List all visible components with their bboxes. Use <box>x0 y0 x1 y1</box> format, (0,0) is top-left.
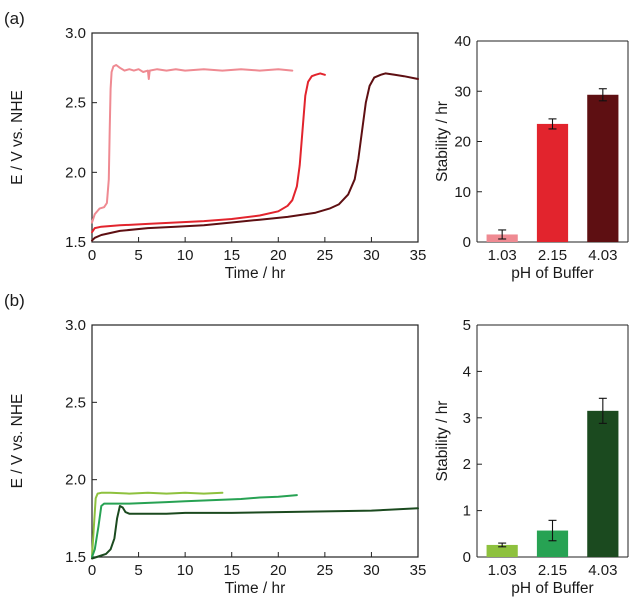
chart-3-x-tick-label: 15 <box>223 562 240 579</box>
chart-4-category-label: 2.15 <box>538 562 567 579</box>
chart-1-y-tick-label: 3.0 <box>65 25 86 42</box>
chart-3-y-tick-label: 3.0 <box>65 317 86 334</box>
chart-3-x-axis-title: Time / hr <box>225 580 286 597</box>
chart-1-x-tick-label: 20 <box>270 247 287 264</box>
chart-2-y-tick-label: 10 <box>454 184 471 201</box>
chart-3-x-tick-label: 0 <box>88 562 96 579</box>
chart-3-series-3-line <box>91 505 419 560</box>
chart-3-x-tick-label: 20 <box>270 562 287 579</box>
panel-label-b: (b) <box>4 291 25 310</box>
chart-3-series-2-line <box>91 494 298 558</box>
chart-1-x-tick-label: 0 <box>88 247 96 264</box>
chart-1-x-tick-label: 10 <box>177 247 194 264</box>
chart-3-plot-frame <box>91 324 419 558</box>
chart-1-plot-frame <box>91 32 419 243</box>
chart-2-category-label: 2.15 <box>538 247 567 264</box>
chart-1-series-2-line <box>91 72 326 234</box>
chart-3-x-tick-label: 30 <box>363 562 380 579</box>
chart-1-series-3-line <box>91 72 419 242</box>
chart-1-x-tick-label: 5 <box>134 247 142 264</box>
chart-3-y-tick-label: 1.5 <box>65 549 86 566</box>
chart-2-category-label: 4.03 <box>588 247 617 264</box>
chart-1-y-tick-label: 1.5 <box>65 234 86 251</box>
chart-2-y-tick-label: 0 <box>463 234 471 251</box>
chart-3-y-tick-label: 2.5 <box>65 394 86 411</box>
chart-1-x-tick-label: 30 <box>363 247 380 264</box>
chart-3-x-tick-label: 10 <box>177 562 194 579</box>
chart-2-x-axis-title: pH of Buffer <box>511 265 593 282</box>
chart-4-y-tick-label: 5 <box>463 317 471 334</box>
chart-1-series-1-line <box>91 64 294 224</box>
chart-4-y-tick-label: 4 <box>463 363 471 380</box>
chart-4-y-tick-label: 2 <box>463 456 471 473</box>
chart-4-category-label: 4.03 <box>588 562 617 579</box>
chart-4-category-label: 1.03 <box>488 562 517 579</box>
chart-3-y-tick-label: 2.0 <box>65 472 86 489</box>
chart-3-x-tick-label: 5 <box>134 562 142 579</box>
chart-1-x-tick-label: 25 <box>317 247 334 264</box>
chart-3-series-1-line <box>91 491 224 558</box>
chart-2-y-tick-label: 30 <box>454 83 471 100</box>
chart-1-x-tick-label: 15 <box>223 247 240 264</box>
chart-1-y-axis-title: E / V vs. NHE <box>9 90 26 185</box>
chart-2-bar-2.15 <box>536 123 569 242</box>
chart-2-y-tick-label: 40 <box>454 33 471 50</box>
chart-4-bar-1.03 <box>486 544 518 557</box>
chart-4-bar-4.03 <box>587 410 619 557</box>
chart-1-x-axis-title: Time / hr <box>225 265 286 282</box>
chart-4-x-axis-title: pH of Buffer <box>511 580 593 597</box>
chart-2-bar-4.03 <box>587 94 619 242</box>
chart-3-x-tick-label: 25 <box>317 562 334 579</box>
panel-label-a: (a) <box>4 9 25 28</box>
chart-4-y-axis-title: Stability / hr <box>434 401 451 482</box>
chart-2-y-axis-title: Stability / hr <box>434 101 451 182</box>
chart-3-y-axis-title: E / V vs. NHE <box>9 394 26 489</box>
chart-1-x-tick-label: 35 <box>410 247 427 264</box>
chart-4-y-tick-label: 1 <box>463 503 471 520</box>
chart-3-x-tick-label: 35 <box>410 562 427 579</box>
chart-4-y-tick-label: 3 <box>463 410 471 427</box>
chart-4-y-tick-label: 0 <box>463 549 471 566</box>
chart-2-category-label: 1.03 <box>488 247 517 264</box>
chart-1-y-tick-label: 2.0 <box>65 164 86 181</box>
chart-1-y-tick-label: 2.5 <box>65 95 86 112</box>
chart-2-y-tick-label: 20 <box>454 134 471 151</box>
